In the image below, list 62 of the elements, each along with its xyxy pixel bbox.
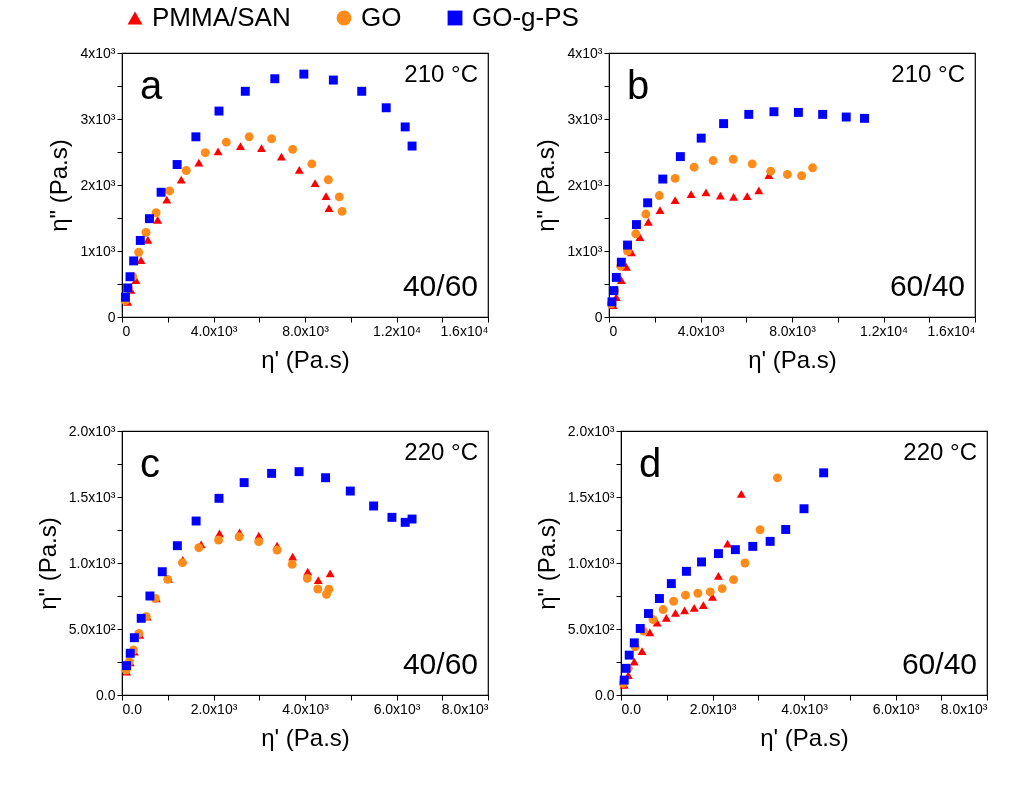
y-tick-label: 2.0x10³ <box>567 422 615 439</box>
x-tick-label: 1.2x10⁴ <box>372 322 422 339</box>
legend-label: GO-g-PS <box>472 2 579 32</box>
x-axis-title: η' (Pa.s) <box>261 345 350 373</box>
annotation: c <box>140 441 160 485</box>
annotation: b <box>627 63 650 107</box>
annotation: 60/40 <box>901 647 977 680</box>
y-tick-label: 0 <box>107 308 116 325</box>
x-tick-label: 8.0x10³ <box>282 322 330 339</box>
x-tick-label: 8.0x10³ <box>441 700 489 717</box>
y-tick-label: 0.0 <box>96 686 116 703</box>
legend-label: PMMA/SAN <box>152 2 291 32</box>
x-tick-label: 4.0x10³ <box>190 322 238 339</box>
y-tick-label: 2.0x10³ <box>68 422 116 439</box>
legend-label: GO <box>361 2 402 32</box>
x-tick-label: 2.0x10³ <box>689 700 737 717</box>
y-tick-label: 2x10³ <box>567 176 603 193</box>
x-tick-label: 0.0 <box>621 700 642 717</box>
y-tick-label: 5.0x10² <box>567 620 615 637</box>
annotation: 40/60 <box>402 269 478 302</box>
annotation: 40/60 <box>402 647 478 680</box>
x-tick-label: 0.0 <box>122 700 143 717</box>
y-axis-title: η" (Pa.s) <box>532 517 560 610</box>
y-tick-label: 1.5x10³ <box>567 488 615 505</box>
y-tick-label: 4x10³ <box>80 44 116 61</box>
y-axis-title: η" (Pa.s) <box>45 139 73 232</box>
y-tick-label: 0.0 <box>595 686 615 703</box>
x-tick-label: 8.0x10³ <box>940 700 988 717</box>
annotation: 210 °C <box>404 60 478 87</box>
annotation: a <box>140 63 163 107</box>
y-tick-label: 3x10³ <box>567 110 603 127</box>
x-tick-label: 8.0x10³ <box>769 322 817 339</box>
x-tick-label: 1.6x10⁴ <box>927 322 976 339</box>
x-tick-label: 4.0x10³ <box>781 700 829 717</box>
x-axis-title: η' (Pa.s) <box>261 723 350 751</box>
annotation: 220 °C <box>404 438 478 465</box>
x-tick-label: 1.6x10⁴ <box>440 322 489 339</box>
x-axis-title: η' (Pa.s) <box>748 345 837 373</box>
x-tick-label: 6.0x10³ <box>872 700 920 717</box>
annotation: 210 °C <box>891 60 965 87</box>
x-tick-label: 2.0x10³ <box>190 700 238 717</box>
y-tick-label: 1x10³ <box>567 242 603 259</box>
y-axis-title: η" (Pa.s) <box>532 139 560 232</box>
y-tick-label: 4x10³ <box>567 44 603 61</box>
annotation: 60/40 <box>889 269 965 302</box>
y-tick-label: 5.0x10² <box>68 620 116 637</box>
x-tick-label: 0 <box>122 322 131 339</box>
x-tick-label: 4.0x10³ <box>282 700 330 717</box>
y-axis-title: η" (Pa.s) <box>33 517 61 610</box>
y-tick-label: 0 <box>594 308 603 325</box>
x-axis-title: η' (Pa.s) <box>760 723 849 751</box>
y-tick-label: 1x10³ <box>80 242 116 259</box>
y-tick-label: 1.5x10³ <box>68 488 116 505</box>
y-tick-label: 3x10³ <box>80 110 116 127</box>
x-tick-label: 6.0x10³ <box>373 700 421 717</box>
y-tick-label: 1.0x10³ <box>567 554 615 571</box>
annotation: d <box>639 441 662 485</box>
x-tick-label: 1.2x10⁴ <box>859 322 909 339</box>
x-tick-label: 4.0x10³ <box>677 322 725 339</box>
y-tick-label: 1.0x10³ <box>68 554 116 571</box>
y-tick-label: 2x10³ <box>80 176 116 193</box>
annotation: 220 °C <box>903 438 977 465</box>
